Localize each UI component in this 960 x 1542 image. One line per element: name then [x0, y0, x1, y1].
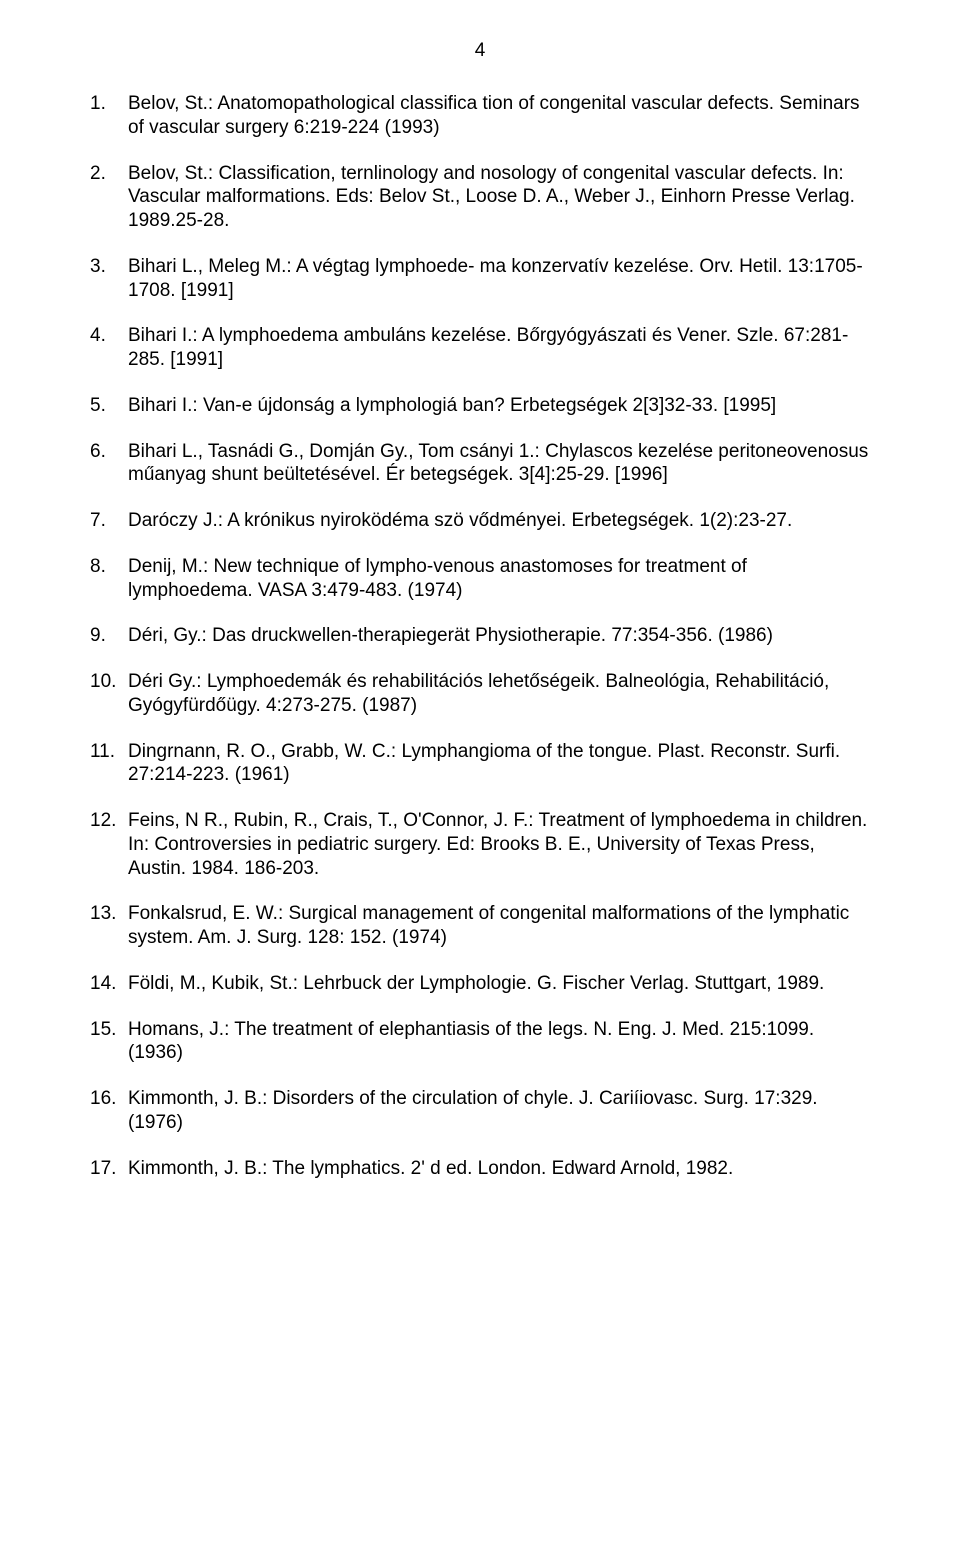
- reference-item: Bihari L., Tasnádi G., Domján Gy., Tom c…: [90, 440, 870, 488]
- reference-item: Kimmonth, J. B.: Disorders of the circul…: [90, 1087, 870, 1135]
- reference-item: Daróczy J.: A krónikus nyiroködéma szö v…: [90, 509, 870, 533]
- page-number: 4: [90, 40, 870, 62]
- reference-item: Bihari L., Meleg M.: A végtag lymphoede-…: [90, 255, 870, 303]
- document-page: 4 Belov, St.: Anatomopathological classi…: [0, 0, 960, 1542]
- reference-item: Belov, St.: Anatomopathological classifi…: [90, 92, 870, 140]
- reference-item: Déri, Gy.: Das druckwellen-therapiegerät…: [90, 624, 870, 648]
- reference-item: Homans, J.: The treatment of elephantias…: [90, 1018, 870, 1066]
- reference-item: Földi, M., Kubik, St.: Lehrbuck der Lymp…: [90, 972, 870, 996]
- reference-item: Bihari I.: Van-e újdonság a lymphologiá …: [90, 394, 870, 418]
- reference-item: Déri Gy.: Lymphoedemák és rehabilitációs…: [90, 670, 870, 718]
- reference-item: Feins, N R., Rubin, R., Crais, T., O'Con…: [90, 809, 870, 880]
- reference-list: Belov, St.: Anatomopathological classifi…: [90, 92, 870, 1180]
- reference-item: Belov, St.: Classification, ternlinology…: [90, 162, 870, 233]
- reference-item: Denij, M.: New technique of lympho-venou…: [90, 555, 870, 603]
- reference-item: Bihari I.: A lymphoedema ambuláns kezelé…: [90, 324, 870, 372]
- reference-item: Fonkalsrud, E. W.: Surgical management o…: [90, 902, 870, 950]
- reference-item: Kimmonth, J. B.: The lymphatics. 2' d ed…: [90, 1157, 870, 1181]
- reference-item: Dingrnann, R. O., Grabb, W. C.: Lymphang…: [90, 740, 870, 788]
